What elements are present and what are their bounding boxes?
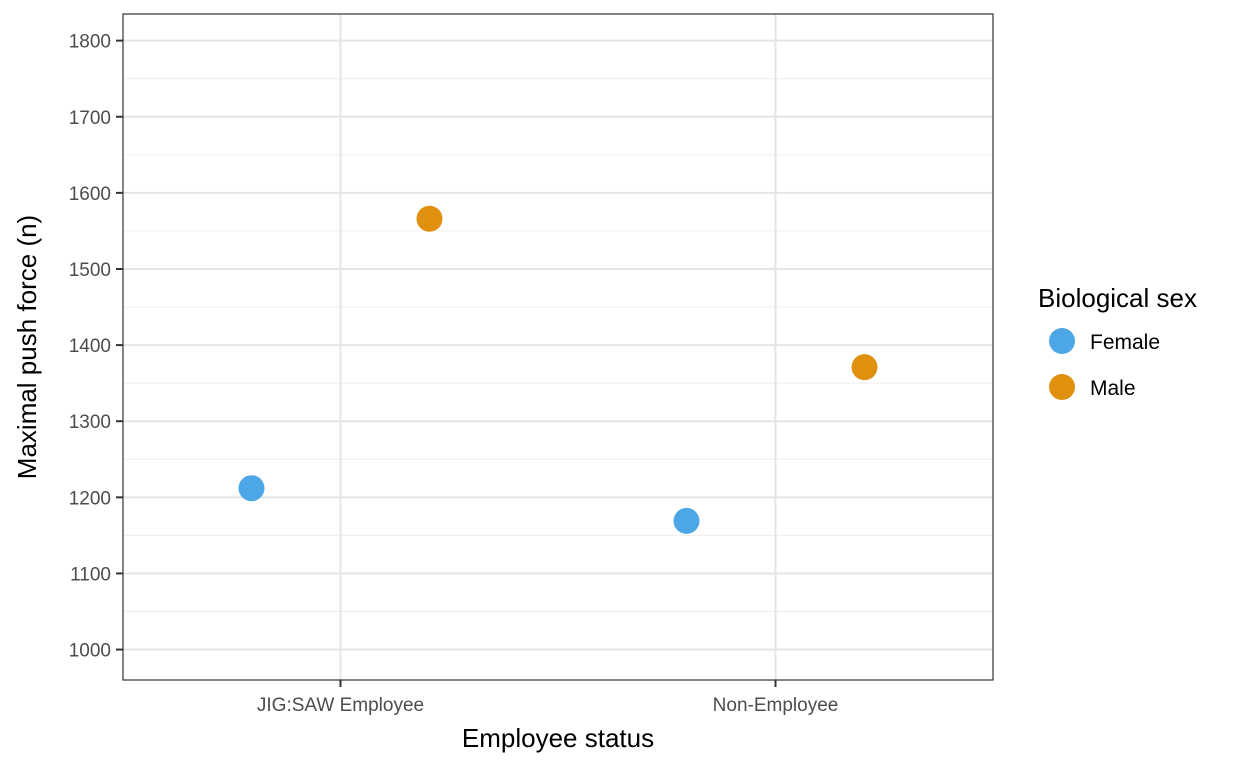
legend-title: Biological sex xyxy=(1038,283,1197,313)
x-axis-title: Employee status xyxy=(462,723,654,753)
y-tick-label: 1000 xyxy=(69,641,111,662)
y-tick-label: 1100 xyxy=(70,564,111,585)
plot-panel-border xyxy=(122,13,994,681)
legend-item-female: Female xyxy=(1049,328,1160,354)
legend-key-female xyxy=(1049,328,1075,354)
y-axis-title: Maximal push force (n) xyxy=(12,215,42,479)
legend-label: Male xyxy=(1090,377,1136,400)
legend-items: Female Male xyxy=(1049,328,1160,400)
y-tick-label: 1300 xyxy=(69,412,111,433)
y-tick-label: 1500 xyxy=(69,260,111,281)
data-point-male xyxy=(851,354,878,381)
legend-label: Female xyxy=(1090,331,1160,354)
legend-item-male: Male xyxy=(1049,374,1136,400)
y-tick-label: 1400 xyxy=(69,336,111,357)
y-tick-label: 1800 xyxy=(69,32,111,53)
x-tick-label: JIG:SAW Employee xyxy=(257,695,424,716)
y-tick-label: 1600 xyxy=(69,184,111,205)
data-point-male xyxy=(416,205,443,232)
grid-lines xyxy=(123,14,993,680)
y-tick-label: 1200 xyxy=(69,488,111,509)
data-points xyxy=(238,205,878,534)
legend-key-male xyxy=(1049,374,1075,400)
x-tick-label: Non-Employee xyxy=(713,695,839,716)
y-tick-label: 1700 xyxy=(69,108,111,129)
data-point-female xyxy=(238,475,265,502)
axes: 1000 1100 1200 1300 1400 1500 1600 1700 1800 JIG:… xyxy=(69,32,839,716)
legend: Biological sex Female Male xyxy=(1038,283,1197,400)
data-point-female xyxy=(673,507,700,534)
